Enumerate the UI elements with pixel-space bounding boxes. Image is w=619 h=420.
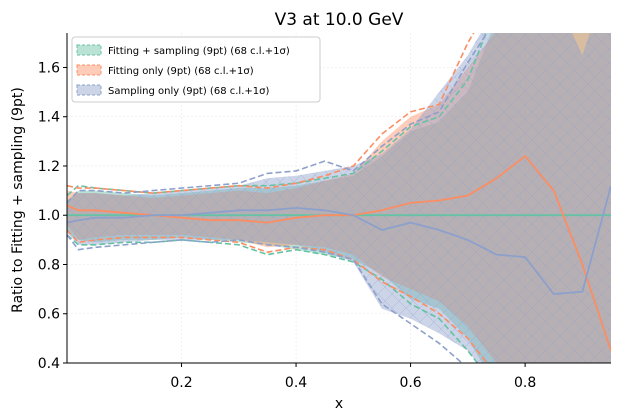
y-tick-label: 0.4 — [38, 356, 60, 372]
legend-swatch-series-1 — [76, 64, 102, 76]
lower-dashed-line-series-1 — [67, 229, 488, 363]
upper-dashed-line-series-0 — [67, 33, 487, 197]
lower-dashed-line-series-0 — [67, 234, 479, 363]
y-ticks: 0.4 0.6 0.8 1.0 1.2 1.4 1.6 — [38, 60, 67, 372]
y-tick-label: 1.4 — [38, 110, 60, 126]
legend: Fitting + sampling (9pt) (68 c.l.+1σ) Fit… — [71, 36, 321, 103]
x-tick-label: 0.2 — [170, 375, 192, 391]
y-axis-label: Ratio to Fitting + sampling (9pt) — [10, 87, 26, 313]
x-axis-label: x — [335, 396, 343, 412]
upper-dashed-line-series-2 — [67, 33, 488, 204]
x-tick-label: 0.4 — [285, 375, 307, 391]
legend-swatch-series-0 — [76, 44, 102, 56]
legend-box — [71, 36, 321, 103]
legend-label-series-0: Fitting + sampling (9pt) (68 c.l.+1σ) — [108, 46, 290, 57]
y-tick-label: 1.6 — [38, 60, 60, 76]
axes — [66, 33, 611, 364]
y-tick-label: 1.0 — [38, 208, 60, 224]
x-tick-label: 0.8 — [514, 375, 536, 391]
x-ticks: 0.2 0.4 0.6 0.8 — [170, 363, 536, 391]
y-tick-label: 1.2 — [38, 159, 60, 175]
legend-label-series-1: Fitting only (9pt) (68 c.l.+1σ) — [108, 66, 254, 77]
chart-title: V3 at 10.0 GeV — [275, 10, 404, 30]
legend-swatch-series-2 — [76, 84, 102, 96]
central-line-series-2 — [67, 185, 611, 295]
band-hatch-series-2 — [67, 33, 611, 363]
y-tick-label: 0.8 — [38, 257, 60, 273]
lower-dashed-line-series-2 — [67, 234, 464, 363]
central-line-series-1 — [67, 154, 611, 351]
plot-area — [67, 33, 611, 363]
x-tick-label: 0.6 — [399, 375, 421, 391]
upper-dashed-line-series-1 — [67, 33, 475, 194]
y-tick-label: 0.6 — [38, 307, 60, 323]
legend-label-series-2: Sampling only (9pt) (68 c.l.+1σ) — [108, 86, 269, 97]
